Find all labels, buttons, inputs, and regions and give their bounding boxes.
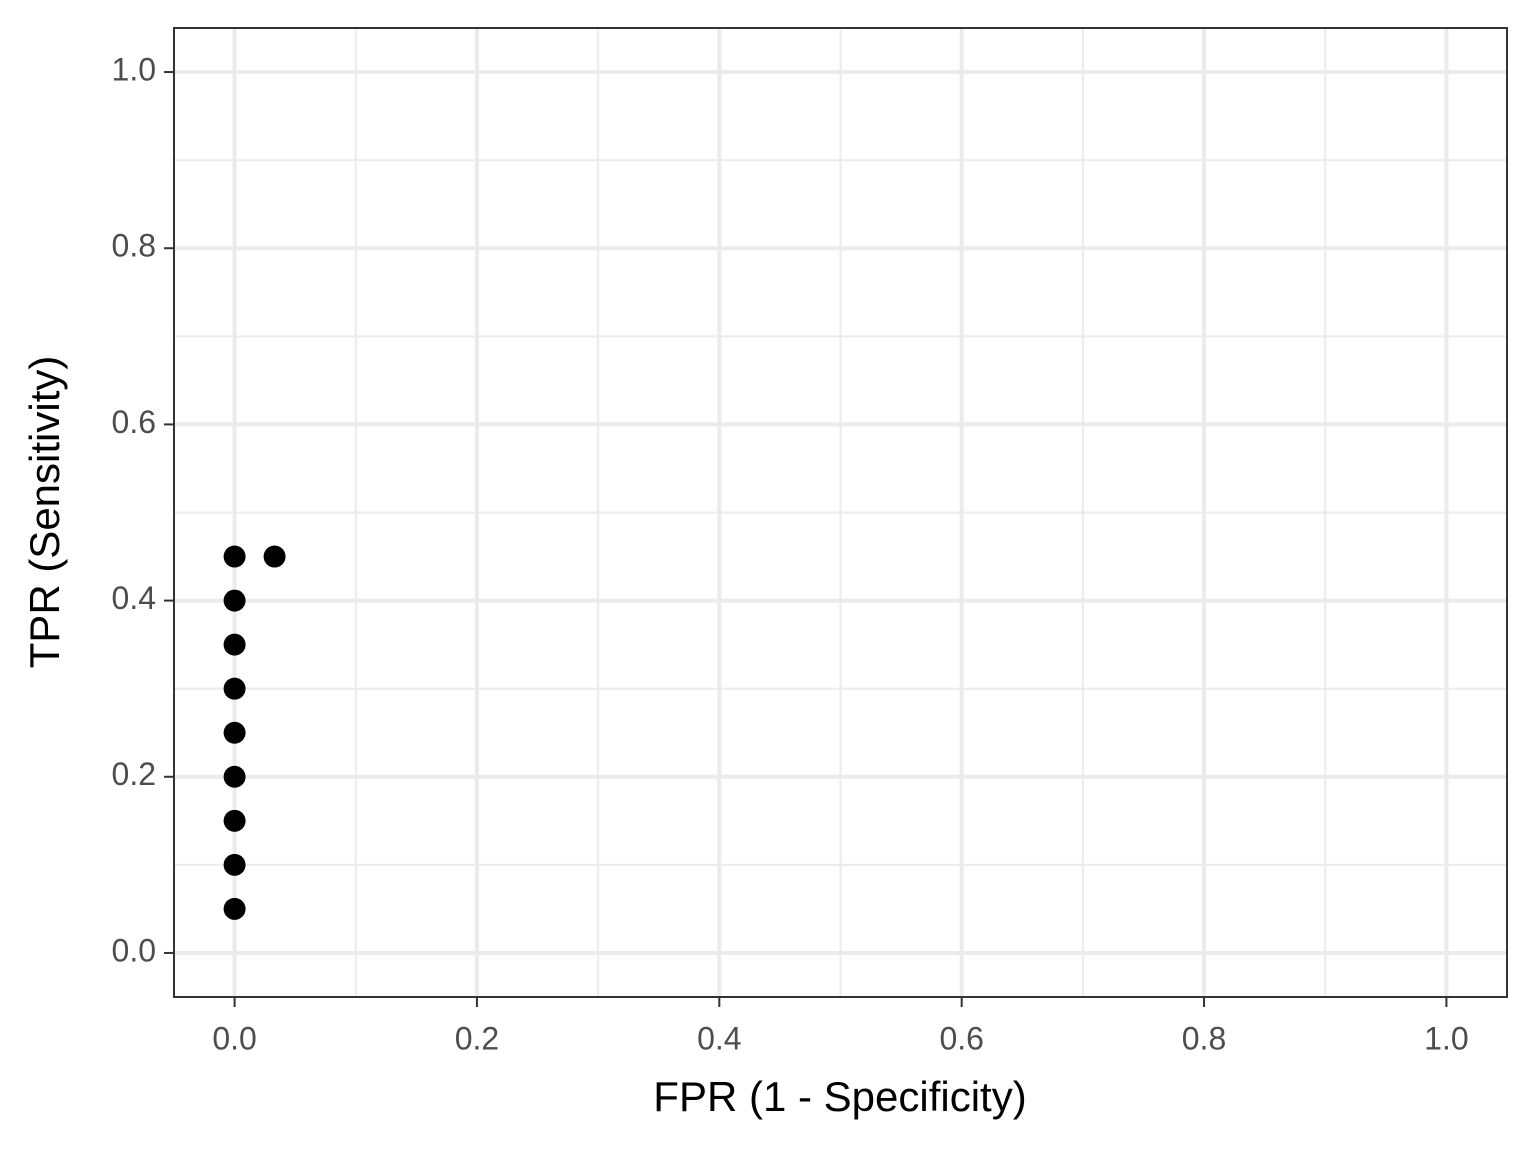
point: [223, 545, 246, 568]
y-tick-label: 1.0: [112, 51, 156, 87]
x-tick-label: 0.0: [212, 1020, 256, 1056]
x-tick-label: 0.6: [939, 1020, 983, 1056]
point: [223, 633, 246, 656]
x-axis-title: FPR (1 - Specificity): [653, 1073, 1026, 1120]
point: [223, 765, 246, 788]
x-tick-label: 1.0: [1424, 1020, 1468, 1056]
point: [223, 897, 246, 920]
x-tick-label: 0.2: [455, 1020, 499, 1056]
panel-border: [173, 27, 1508, 998]
point: [223, 809, 246, 832]
y-tick-label: 0.8: [112, 228, 156, 264]
point: [223, 589, 246, 612]
x-tick-label: 0.8: [1182, 1020, 1226, 1056]
point: [223, 677, 246, 700]
grid: [174, 28, 1507, 997]
axes: 0.0 0.2 0.4 0.6 0.8 1.0 0.0 0.2 0.4 0.6 0.8 1.0: [112, 51, 1469, 1056]
marks: [223, 545, 286, 920]
point: [223, 853, 246, 876]
y-axis-title: TPR (Sensitivity): [21, 356, 68, 669]
point: [263, 545, 286, 568]
y-tick-label: 0.6: [112, 404, 156, 440]
y-tick-label: 0.0: [112, 932, 156, 968]
point: [223, 721, 246, 744]
y-tick-label: 0.4: [112, 580, 156, 616]
x-tick-label: 0.4: [697, 1020, 741, 1056]
y-tick-label: 0.2: [112, 756, 156, 792]
